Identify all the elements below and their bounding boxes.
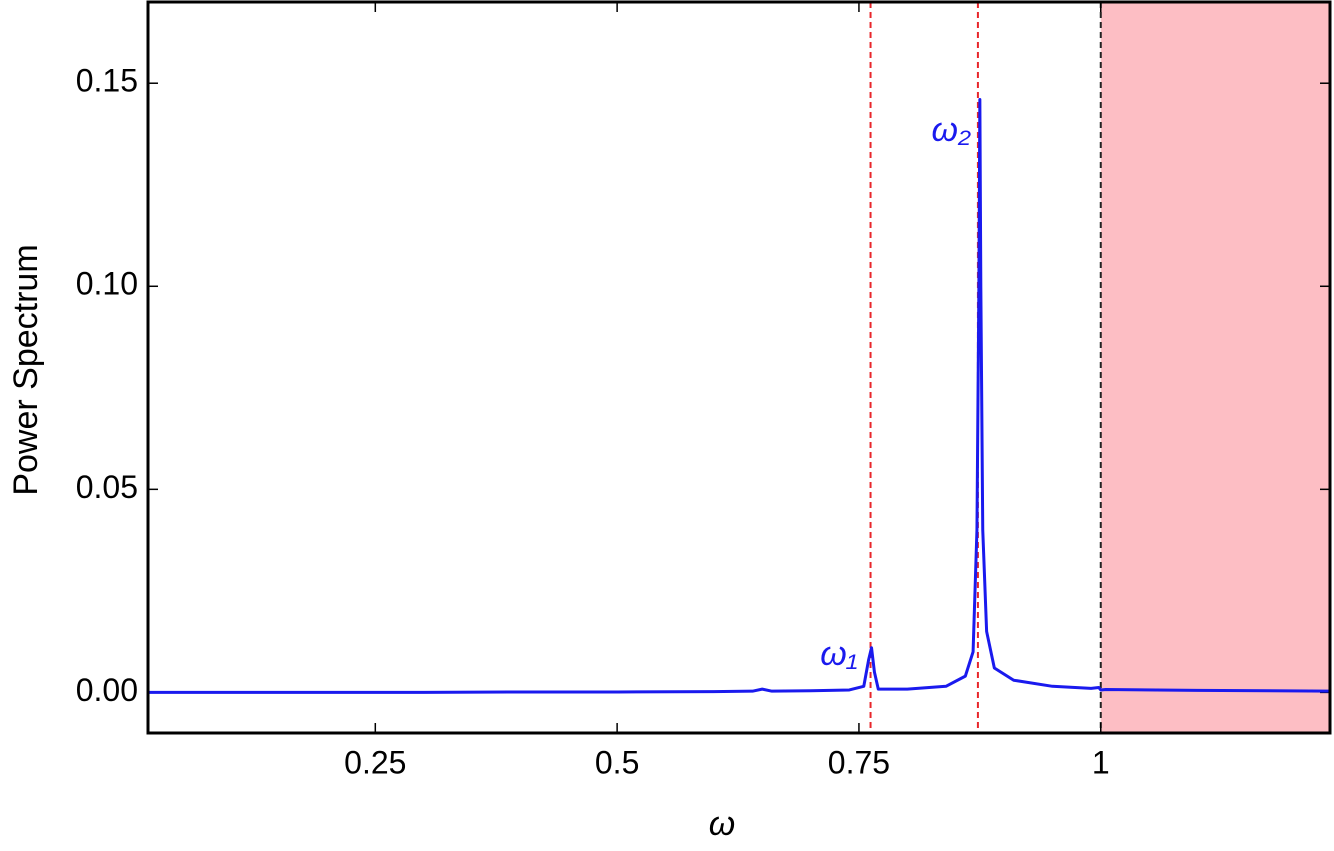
shaded-region (1100, 2, 1330, 733)
x-tick-label: 0.75 (828, 744, 890, 780)
plot-frame (146, 0, 1332, 735)
x-axis-label: ω (709, 805, 735, 843)
x-tick-label: 0.5 (595, 744, 639, 780)
data-line (148, 97, 1331, 694)
annotation: ω₁ (820, 635, 857, 673)
y-axis-label: Power Spectrum (7, 244, 45, 495)
y-tick-label: 0.15 (76, 63, 138, 99)
x-tick-label: 0.25 (344, 744, 406, 780)
y-tick-label: 0.00 (76, 672, 138, 708)
annotation: ω₂ (931, 111, 970, 149)
x-tick-label: 1 (1092, 744, 1110, 780)
y-tick-label: 0.10 (76, 266, 138, 302)
y-tick-label: 0.05 (76, 469, 138, 505)
